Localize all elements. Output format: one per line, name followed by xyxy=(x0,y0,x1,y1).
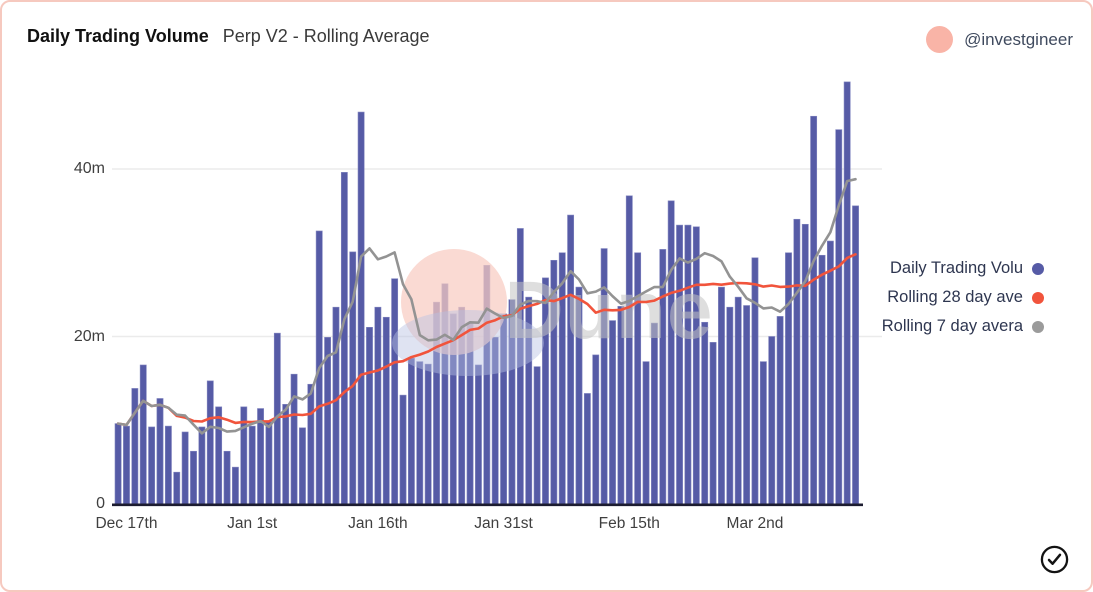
bar-dec-19 xyxy=(139,364,147,505)
rolling-average-lines xyxy=(116,177,857,435)
bar-jan-10 xyxy=(324,337,331,505)
bar-dec-26 xyxy=(198,426,206,505)
x-tick-jan-31st: Jan 31st xyxy=(474,515,533,532)
bar-dec-20 xyxy=(148,426,156,505)
legend-item: Rolling 28 day ave xyxy=(862,283,1044,312)
bar-mar-12 xyxy=(835,129,843,505)
bar-jan-21 xyxy=(416,361,424,505)
bar-jan-17 xyxy=(382,316,390,505)
legend-label: Rolling 28 day ave xyxy=(887,288,1023,306)
bar-dec-24 xyxy=(181,431,189,505)
bar-jan-19 xyxy=(399,394,407,505)
bar-mar-2 xyxy=(751,257,759,505)
bar-dec-23 xyxy=(173,471,181,505)
bar-dec-28 xyxy=(215,406,223,505)
x-tick-feb-15th: Feb 15th xyxy=(598,515,660,532)
legend-label: Daily Trading Volu xyxy=(890,259,1023,277)
bar-jan-11 xyxy=(332,306,340,505)
bar-feb-8 xyxy=(567,214,575,505)
bar-dec-29 xyxy=(223,450,231,505)
bar-dec-25 xyxy=(190,450,197,505)
bar-mar-14 xyxy=(852,205,859,505)
avatar xyxy=(926,26,954,53)
bar-feb-11 xyxy=(592,354,600,505)
bar-mar-11 xyxy=(826,240,834,505)
legend-dot-icon xyxy=(1032,320,1044,333)
bar-feb-26 xyxy=(718,286,725,505)
bar-jan-14 xyxy=(357,111,365,505)
bar-dec-22 xyxy=(164,425,172,505)
author-attribution: @investgineer xyxy=(926,26,1073,53)
verified-check-icon xyxy=(1040,545,1069,574)
bar-jan-7 xyxy=(299,427,306,505)
bar-jan-1 xyxy=(248,425,256,505)
x-tick-jan-1st: Jan 1st xyxy=(227,515,278,532)
bar-mar-6 xyxy=(785,252,792,505)
bar-feb-17 xyxy=(642,361,650,505)
bar-mar-5 xyxy=(776,316,784,505)
bar-feb-4 xyxy=(533,366,541,505)
chart-header: Daily Trading Volume Perp V2 - Rolling A… xyxy=(27,26,430,47)
legend-label: Rolling 7 day avera xyxy=(881,317,1023,335)
x-tick-jan-16th: Jan 16th xyxy=(348,515,408,532)
y-tick-40m: 40m xyxy=(73,160,105,177)
rolling-7-day-line xyxy=(116,177,857,435)
bar-series xyxy=(114,81,859,505)
bar-mar-1 xyxy=(743,305,750,505)
bar-jan-5 xyxy=(282,404,290,505)
author-handle: @investgineer xyxy=(964,29,1073,49)
chart-legend: Daily Trading Volu Rolling 28 day ave Roll… xyxy=(862,254,1044,341)
bar-feb-25 xyxy=(709,342,717,505)
bar-dec-27 xyxy=(206,380,214,505)
legend-dot-icon xyxy=(1032,262,1044,275)
bar-mar-10 xyxy=(818,254,826,505)
bar-jan-8 xyxy=(307,383,315,505)
y-tick-20m: 20m xyxy=(73,327,105,345)
bar-jan-12 xyxy=(340,172,348,505)
bar-mar-4 xyxy=(768,336,776,505)
bar-dec-18 xyxy=(131,388,139,505)
legend-item: Daily Trading Volu xyxy=(862,254,1044,283)
x-tick-mar-2nd: Mar 2nd xyxy=(726,515,784,532)
bar-mar-9 xyxy=(810,115,818,505)
bar-feb-28 xyxy=(734,296,742,505)
bar-dec-21 xyxy=(156,398,164,505)
page-subtitle: Perp V2 - Rolling Average xyxy=(222,26,430,46)
rolling-28-day-line xyxy=(116,253,857,427)
bar-dec-17 xyxy=(123,425,130,505)
y-tick-0: 0 xyxy=(96,495,105,512)
bar-jan-28 xyxy=(475,364,482,505)
bar-mar-13 xyxy=(843,81,851,505)
bar-mar-7 xyxy=(793,218,801,505)
bar-jan-6 xyxy=(290,373,298,505)
bar-feb-10 xyxy=(583,393,591,505)
dune-logo-crescent-icon xyxy=(392,310,544,376)
bar-jan-15 xyxy=(366,326,373,505)
bar-mar-8 xyxy=(801,223,809,505)
bar-jan-3 xyxy=(265,421,273,505)
legend-dot-icon xyxy=(1032,291,1044,304)
bar-dec-16 xyxy=(114,423,122,505)
legend-item: Rolling 7 day avera xyxy=(862,312,1044,341)
bar-jan-16 xyxy=(374,306,382,505)
page-title: Daily Trading Volume xyxy=(27,26,209,46)
bar-mar-3 xyxy=(759,361,767,505)
bar-dec-30 xyxy=(232,466,239,505)
bar-feb-27 xyxy=(726,306,734,505)
x-tick-dec-17th: Dec 17th xyxy=(95,515,158,532)
bar-jan-20 xyxy=(407,357,415,505)
bar-jan-18 xyxy=(391,278,399,505)
bar-jan-22 xyxy=(424,363,432,505)
